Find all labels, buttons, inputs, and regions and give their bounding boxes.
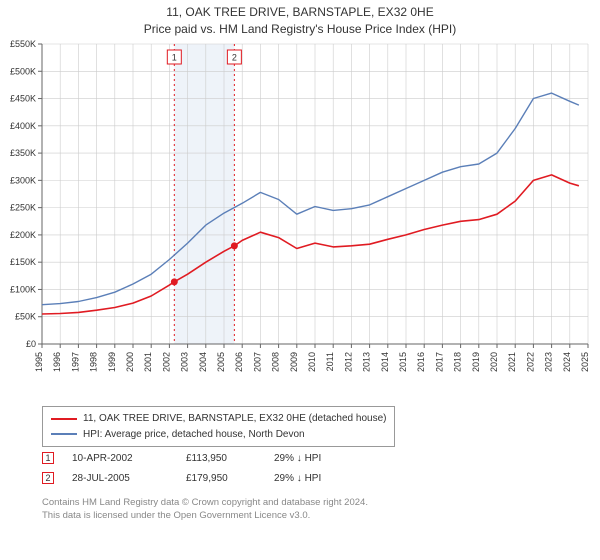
- title-line-2: Price paid vs. HM Land Registry's House …: [0, 21, 600, 38]
- footer-line-2: This data is licensed under the Open Gov…: [42, 509, 368, 522]
- legend-item: 11, OAK TREE DRIVE, BARNSTAPLE, EX32 0HE…: [51, 411, 386, 427]
- svg-text:2006: 2006: [234, 352, 244, 372]
- legend-label: HPI: Average price, detached house, Nort…: [83, 427, 305, 443]
- svg-text:2014: 2014: [380, 352, 390, 372]
- svg-text:2007: 2007: [252, 352, 262, 372]
- legend-label: 11, OAK TREE DRIVE, BARNSTAPLE, EX32 0HE…: [83, 411, 386, 427]
- svg-text:2003: 2003: [180, 352, 190, 372]
- legend: 11, OAK TREE DRIVE, BARNSTAPLE, EX32 0HE…: [42, 406, 395, 447]
- svg-text:2013: 2013: [362, 352, 372, 372]
- svg-text:2012: 2012: [343, 352, 353, 372]
- marker-number: 1: [42, 452, 54, 464]
- svg-text:1: 1: [172, 53, 177, 63]
- svg-text:£400K: £400K: [10, 121, 36, 131]
- svg-text:2017: 2017: [434, 352, 444, 372]
- svg-text:£200K: £200K: [10, 230, 36, 240]
- marker-hpi: 29% ↓ HPI: [274, 473, 364, 484]
- svg-text:2: 2: [232, 53, 237, 63]
- svg-text:£350K: £350K: [10, 148, 36, 158]
- svg-text:£250K: £250K: [10, 203, 36, 213]
- svg-text:£500K: £500K: [10, 66, 36, 76]
- svg-text:2016: 2016: [416, 352, 426, 372]
- page-container: 11, OAK TREE DRIVE, BARNSTAPLE, EX32 0HE…: [0, 0, 600, 560]
- svg-text:2022: 2022: [525, 352, 535, 372]
- chart-svg: £0 £50K £100K £150K £200K £250K £300K £350K £400…: [0, 38, 600, 398]
- svg-text:2011: 2011: [325, 352, 335, 371]
- svg-text:2023: 2023: [544, 352, 554, 372]
- svg-text:1998: 1998: [89, 352, 99, 372]
- title-line-1: 11, OAK TREE DRIVE, BARNSTAPLE, EX32 0HE: [0, 4, 600, 21]
- footer: Contains HM Land Registry data © Crown c…: [42, 496, 368, 523]
- svg-text:£550K: £550K: [10, 39, 36, 49]
- marker-row: 2 28-JUL-2005 £179,950 29% ↓ HPI: [42, 468, 364, 488]
- chart: £0 £50K £100K £150K £200K £250K £300K £350K £400…: [0, 38, 600, 398]
- marker-hpi: 29% ↓ HPI: [274, 453, 364, 464]
- svg-text:2020: 2020: [489, 352, 499, 372]
- svg-text:2018: 2018: [453, 352, 463, 372]
- marker-date: 10-APR-2002: [72, 453, 168, 464]
- svg-text:1999: 1999: [107, 352, 117, 372]
- svg-text:2001: 2001: [143, 352, 153, 372]
- marker-table: 1 10-APR-2002 £113,950 29% ↓ HPI 2 28-JU…: [42, 448, 364, 488]
- legend-swatch: [51, 418, 77, 420]
- footer-line-1: Contains HM Land Registry data © Crown c…: [42, 496, 368, 509]
- marker-row: 1 10-APR-2002 £113,950 29% ↓ HPI: [42, 448, 364, 468]
- svg-text:2004: 2004: [198, 352, 208, 372]
- svg-text:2000: 2000: [125, 352, 135, 372]
- svg-text:£100K: £100K: [10, 284, 36, 294]
- legend-swatch: [51, 433, 77, 435]
- svg-text:£0: £0: [26, 339, 36, 349]
- marker-price: £113,950: [186, 453, 256, 464]
- svg-text:2008: 2008: [271, 352, 281, 372]
- marker-number: 2: [42, 472, 54, 484]
- svg-text:£300K: £300K: [10, 175, 36, 185]
- svg-text:2024: 2024: [562, 352, 572, 372]
- svg-text:2015: 2015: [398, 352, 408, 372]
- svg-text:2002: 2002: [161, 352, 171, 372]
- svg-text:1997: 1997: [70, 352, 80, 372]
- legend-item: HPI: Average price, detached house, Nort…: [51, 427, 386, 443]
- svg-text:2019: 2019: [471, 352, 481, 372]
- svg-text:2021: 2021: [507, 352, 517, 372]
- svg-text:2025: 2025: [580, 352, 590, 372]
- svg-text:1995: 1995: [34, 352, 44, 372]
- svg-text:2005: 2005: [216, 352, 226, 372]
- svg-text:£50K: £50K: [15, 312, 36, 322]
- marker-price: £179,950: [186, 473, 256, 484]
- svg-text:2010: 2010: [307, 352, 317, 372]
- title-block: 11, OAK TREE DRIVE, BARNSTAPLE, EX32 0HE…: [0, 0, 600, 38]
- svg-text:£450K: £450K: [10, 94, 36, 104]
- marker-date: 28-JUL-2005: [72, 473, 168, 484]
- svg-text:2009: 2009: [289, 352, 299, 372]
- svg-text:1996: 1996: [52, 352, 62, 372]
- svg-text:£150K: £150K: [10, 257, 36, 267]
